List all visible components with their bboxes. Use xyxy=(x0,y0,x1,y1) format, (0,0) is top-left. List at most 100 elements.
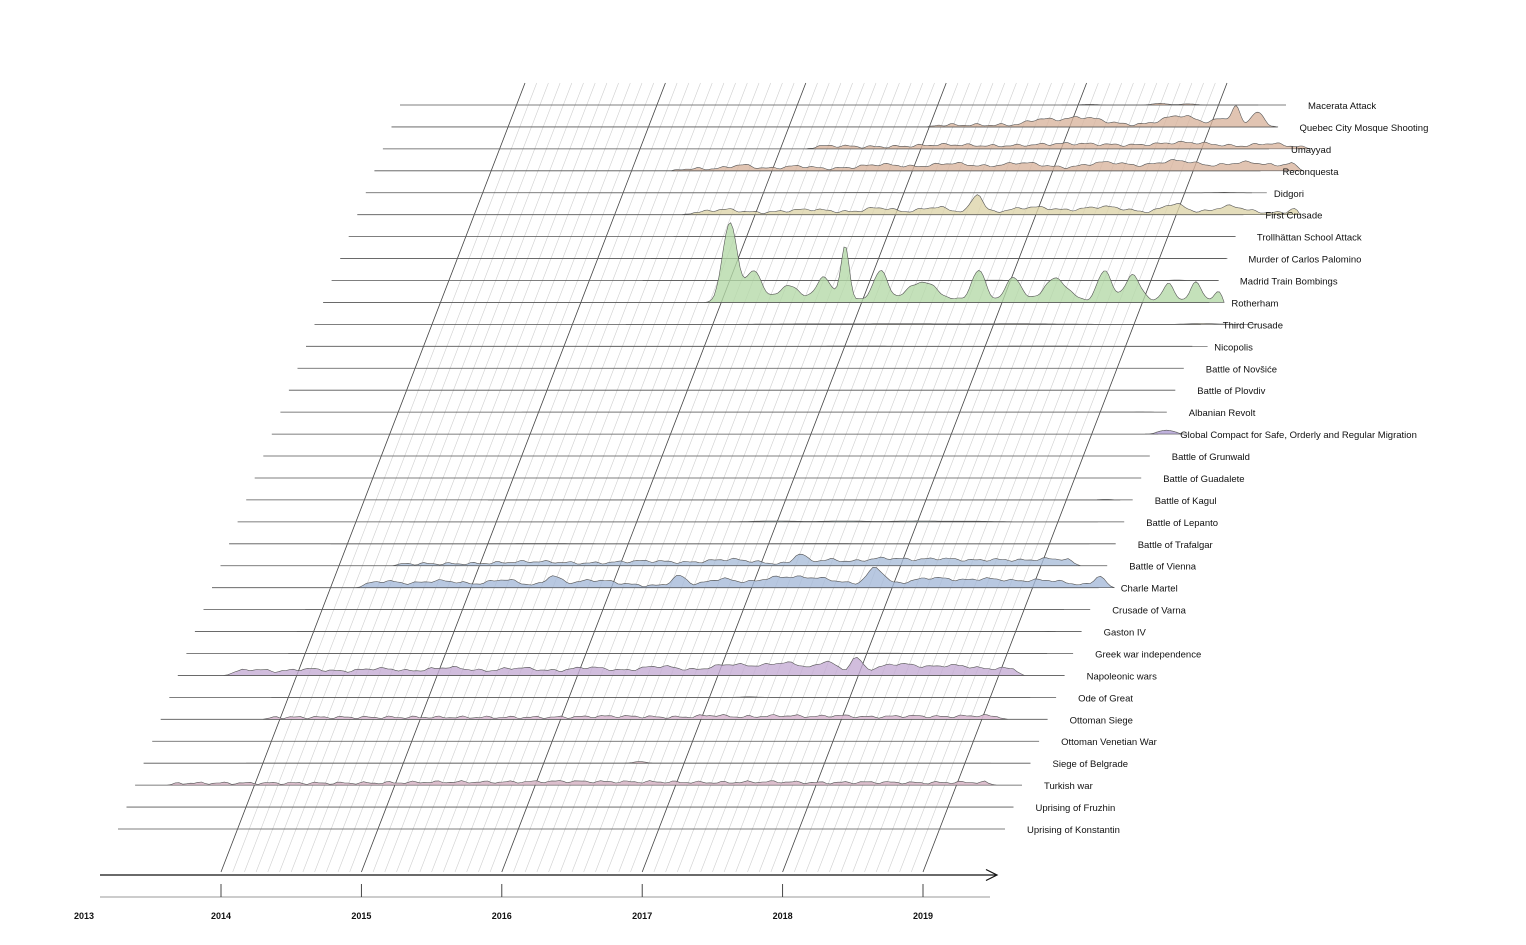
month-grid-line xyxy=(770,82,1076,873)
ridge-area xyxy=(392,553,1081,567)
x-axis: 2013 2014 2015 2016 2017 2018 2019 xyxy=(74,868,999,921)
month-grid-line xyxy=(384,82,690,873)
x-tick-label: 2019 xyxy=(913,911,933,921)
month-grid-line xyxy=(747,82,1052,873)
month-grid-line xyxy=(700,82,1005,873)
row-label: First Crusade xyxy=(1265,211,1322,222)
month-grid-line xyxy=(314,82,619,873)
ridge-area xyxy=(271,696,1031,698)
ridge-area xyxy=(670,159,1304,172)
year-grid-line xyxy=(782,82,1087,873)
ridge-area xyxy=(223,656,1025,676)
month-grid-line xyxy=(478,82,783,873)
grid-layer xyxy=(220,82,1228,873)
ridge-row xyxy=(314,323,1259,325)
row-label: Siege of Belgrade xyxy=(1053,759,1129,770)
month-grid-line xyxy=(255,82,561,873)
year-grid-line xyxy=(641,82,947,873)
month-grid-line xyxy=(454,82,760,873)
row-label: Crusade of Varna xyxy=(1112,606,1186,617)
month-grid-line xyxy=(817,82,1122,873)
x-tick-label: 2018 xyxy=(773,911,793,921)
ridge-row xyxy=(177,656,1065,676)
year-grid-line xyxy=(220,82,526,873)
ridge-row xyxy=(365,191,1267,194)
x-tick-label: 2015 xyxy=(351,911,371,921)
month-grid-line xyxy=(548,82,853,873)
row-labels-layer: Macerata Attack Quebec City Mosque Shooti… xyxy=(1027,101,1428,836)
row-label: Murder of Carlos Palomino xyxy=(1248,255,1361,266)
ridge-row xyxy=(135,780,1022,786)
month-grid-line xyxy=(583,82,888,873)
month-grid-line xyxy=(302,82,608,873)
month-grid-line xyxy=(618,82,924,873)
month-grid-line xyxy=(349,82,654,873)
row-label: Battle of Plovdiv xyxy=(1197,386,1265,397)
month-grid-line xyxy=(267,82,573,873)
month-grid-line xyxy=(513,82,818,873)
year-grid-line xyxy=(501,82,807,873)
month-grid-line xyxy=(431,82,736,873)
row-label: Charle Martel xyxy=(1121,584,1178,595)
ridge-area xyxy=(1145,429,1188,435)
month-grid-line xyxy=(232,82,537,873)
month-grid-line xyxy=(571,82,877,873)
month-grid-line xyxy=(489,82,795,873)
ridge-area xyxy=(409,520,1098,523)
ridge-area xyxy=(926,105,1279,128)
ridge-area xyxy=(355,566,1115,589)
month-grid-line xyxy=(337,82,643,873)
ridge-row xyxy=(391,105,1279,128)
month-grid-line xyxy=(396,82,701,873)
month-grid-line xyxy=(899,82,1204,873)
row-label: Battle of Lepanto xyxy=(1146,518,1218,529)
month-grid-line xyxy=(794,82,1099,873)
row-label: Greek war independence xyxy=(1095,650,1201,661)
month-grid-line xyxy=(677,82,982,873)
ridge-row xyxy=(246,499,1133,501)
month-grid-line xyxy=(875,82,1181,873)
ridge-row xyxy=(143,761,1031,764)
ridge-row xyxy=(400,102,1286,106)
month-grid-line xyxy=(595,82,900,873)
row-label: Umayyad xyxy=(1291,145,1331,156)
ridge-area xyxy=(1061,102,1259,106)
month-grid-line xyxy=(536,82,842,873)
row-label: Uprising of Konstantin xyxy=(1027,825,1120,836)
row-label: Rotherham xyxy=(1231,299,1278,310)
row-label: Didgori xyxy=(1274,189,1304,200)
month-grid-line xyxy=(279,82,584,873)
row-label: Quebec City Mosque Shooting xyxy=(1300,123,1429,134)
ridge-area xyxy=(487,499,1121,501)
row-label: Battle of Kagul xyxy=(1155,496,1217,507)
month-grid-line xyxy=(419,82,725,873)
row-label: Uprising of Fruzhin xyxy=(1036,803,1116,814)
ridge-area xyxy=(246,761,991,764)
month-grid-line xyxy=(735,82,1041,873)
ridge-area xyxy=(682,194,1301,216)
month-grid-line xyxy=(630,82,935,873)
month-grid-line xyxy=(290,82,596,873)
row-label: Nicopolis xyxy=(1214,342,1253,353)
row-label: Turkish war xyxy=(1044,781,1093,792)
row-label: Third Crusade xyxy=(1223,320,1283,331)
month-grid-line xyxy=(864,82,1169,873)
ridge-row xyxy=(220,553,1108,567)
row-label: Napoleonic wars xyxy=(1087,671,1157,682)
ridge-row xyxy=(271,429,1188,435)
ridge-area xyxy=(550,191,1267,194)
month-grid-line xyxy=(852,82,1158,873)
month-grid-line xyxy=(560,82,865,873)
month-grid-line xyxy=(758,82,1064,873)
month-grid-line xyxy=(524,82,830,873)
ridge-area xyxy=(263,714,1008,720)
row-label: Global Compact for Safe, Orderly and Reg… xyxy=(1180,430,1417,441)
ridge-row xyxy=(237,520,1125,523)
ridge-area xyxy=(704,222,1225,303)
row-label: Macerata Attack xyxy=(1308,101,1376,112)
ridge-row xyxy=(357,194,1301,216)
month-grid-line xyxy=(805,82,1111,873)
row-label: Battle of Trafalgar xyxy=(1138,540,1213,551)
ridge-row xyxy=(323,222,1225,303)
month-grid-line xyxy=(326,82,631,873)
